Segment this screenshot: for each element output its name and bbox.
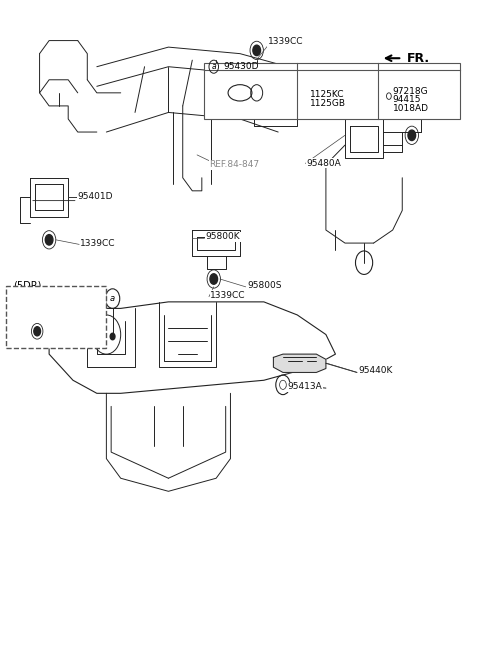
Text: 1018AD: 1018AD	[393, 104, 429, 113]
Text: 95800K: 95800K	[205, 232, 240, 241]
Text: 1327CB: 1327CB	[421, 100, 456, 108]
Text: 95401M: 95401M	[20, 339, 59, 349]
Bar	[6, 285, 107, 348]
Text: FR.: FR.	[407, 52, 430, 65]
Text: REF.84-847: REF.84-847	[209, 160, 259, 169]
Text: (5DR): (5DR)	[13, 280, 42, 290]
Text: 1339CC: 1339CC	[268, 37, 303, 47]
Text: 95300: 95300	[318, 77, 347, 85]
Text: 1339CC: 1339CC	[210, 291, 246, 300]
Circle shape	[45, 235, 53, 245]
Text: REF.84-847: REF.84-847	[209, 160, 259, 169]
Circle shape	[110, 333, 115, 340]
Text: 1125KC: 1125KC	[310, 90, 345, 98]
Text: a: a	[212, 62, 216, 72]
Text: 95480A: 95480A	[307, 159, 342, 168]
Text: 95800S: 95800S	[247, 281, 282, 290]
Circle shape	[34, 327, 40, 336]
Circle shape	[210, 274, 217, 284]
Text: 1327AC: 1327AC	[421, 90, 456, 98]
Text: 97218G: 97218G	[393, 87, 428, 96]
Circle shape	[253, 45, 261, 56]
Polygon shape	[274, 354, 326, 373]
Circle shape	[408, 130, 416, 140]
Text: 1125GB: 1125GB	[310, 99, 346, 108]
Text: 95440K: 95440K	[359, 366, 393, 375]
Text: 1339CC: 1339CC	[80, 239, 116, 247]
Text: 95413A: 95413A	[288, 382, 323, 391]
Text: a: a	[110, 294, 115, 303]
Text: 94415: 94415	[393, 95, 421, 104]
Text: 95401D: 95401D	[78, 192, 113, 201]
Bar	[204, 64, 459, 119]
Text: 95430D: 95430D	[223, 62, 259, 72]
